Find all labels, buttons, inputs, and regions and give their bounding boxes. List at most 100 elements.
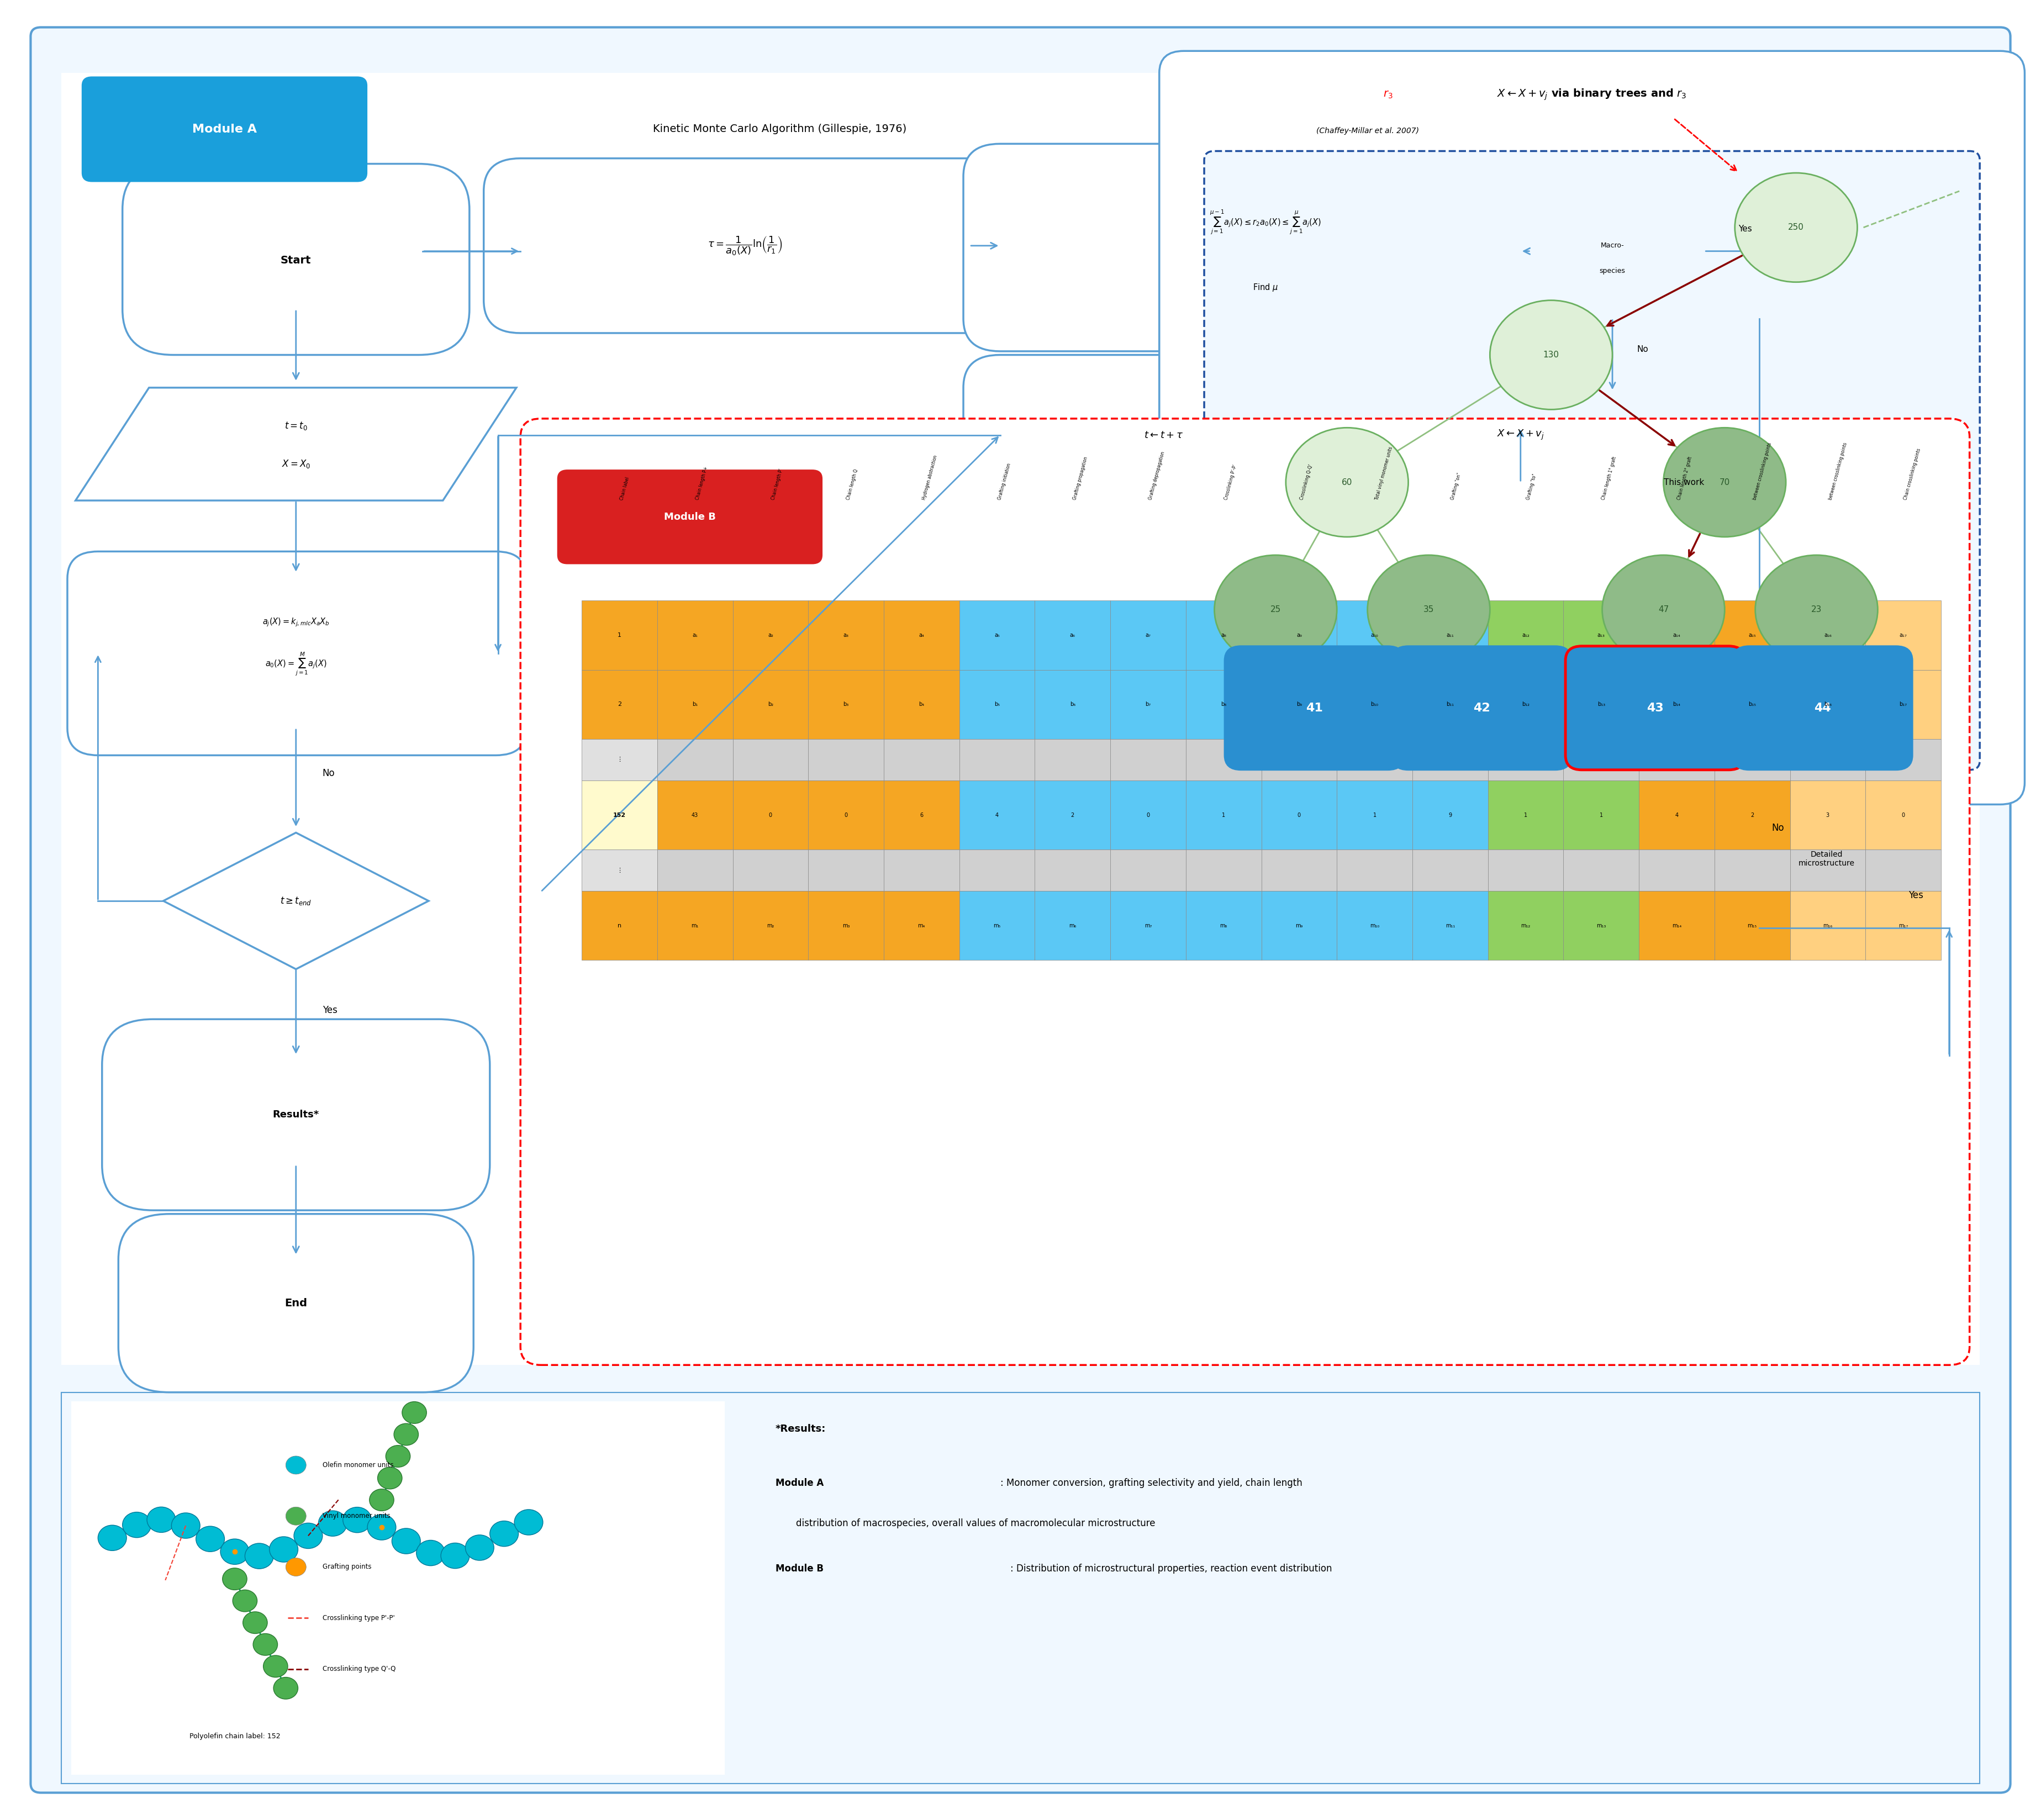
Text: Module A: Module A	[192, 124, 257, 135]
Bar	[1488, 739, 1563, 781]
Bar	[1488, 670, 1563, 739]
Bar	[1639, 892, 1714, 961]
Bar	[1337, 670, 1412, 739]
Text: m₁: m₁	[692, 923, 698, 928]
Text: Total vinyl monomer units: Total vinyl monomer units	[1376, 446, 1394, 501]
Bar	[582, 739, 657, 781]
Bar	[1035, 781, 1110, 850]
Text: a₁₄: a₁₄	[1674, 632, 1680, 639]
Text: 2: 2	[618, 701, 620, 708]
Bar	[959, 892, 1035, 961]
Text: Crosslinking type P'-P': Crosslinking type P'-P'	[322, 1614, 394, 1622]
Text: a₁: a₁	[692, 632, 698, 639]
Bar	[1337, 739, 1412, 781]
Circle shape	[233, 1591, 257, 1613]
Text: Yes: Yes	[1739, 224, 1751, 233]
Text: m₃: m₃	[843, 923, 849, 928]
Bar	[808, 781, 884, 850]
Text: Polyolefin chain label: 152: Polyolefin chain label: 152	[190, 1733, 280, 1740]
Text: Yes: Yes	[1908, 890, 1923, 901]
Bar	[1865, 850, 1941, 892]
Bar	[1110, 850, 1186, 892]
Text: 70: 70	[1719, 479, 1731, 486]
Bar	[1412, 739, 1488, 781]
Text: 41: 41	[1306, 703, 1323, 713]
Circle shape	[369, 1489, 394, 1511]
Circle shape	[263, 1656, 288, 1678]
Bar	[1110, 601, 1186, 670]
Bar	[657, 601, 733, 670]
Text: Chain length 1° graft: Chain length 1° graft	[1600, 457, 1619, 501]
Text: $X = X_0$: $X = X_0$	[282, 459, 310, 470]
FancyBboxPatch shape	[557, 470, 823, 564]
Text: 250: 250	[1788, 224, 1804, 231]
Bar	[808, 892, 884, 961]
Text: : Distribution of microstructural properties, reaction event distribution: : Distribution of microstructural proper…	[1010, 1563, 1333, 1574]
Circle shape	[386, 1445, 410, 1467]
Bar	[1110, 892, 1186, 961]
Bar	[808, 601, 884, 670]
Text: m₁₅: m₁₅	[1747, 923, 1757, 928]
Text: 43: 43	[1647, 703, 1663, 713]
Text: 6: 6	[920, 812, 923, 817]
FancyBboxPatch shape	[118, 1214, 474, 1392]
Bar	[959, 781, 1035, 850]
Bar	[1488, 781, 1563, 850]
Text: a₄: a₄	[918, 632, 925, 639]
Bar	[582, 781, 657, 850]
FancyBboxPatch shape	[31, 27, 2010, 1793]
Bar	[1790, 601, 1865, 670]
Bar	[1412, 601, 1488, 670]
Text: a₁₇: a₁₇	[1900, 632, 1906, 639]
Bar	[1337, 601, 1412, 670]
Circle shape	[286, 1456, 306, 1474]
Text: a₁₂: a₁₂	[1523, 632, 1529, 639]
Bar	[1412, 892, 1488, 961]
Bar	[657, 850, 733, 892]
Bar	[1714, 850, 1790, 892]
Text: (Chaffey-Millar et al. 2007): (Chaffey-Millar et al. 2007)	[1316, 127, 1418, 135]
Circle shape	[514, 1509, 543, 1534]
Bar	[959, 670, 1035, 739]
Bar	[884, 781, 959, 850]
Circle shape	[318, 1511, 347, 1536]
Text: 4: 4	[996, 812, 998, 817]
Text: ⋮: ⋮	[616, 757, 623, 763]
Bar	[1186, 892, 1261, 961]
Text: Start: Start	[280, 255, 312, 266]
Bar	[1412, 781, 1488, 850]
Circle shape	[1214, 555, 1337, 664]
FancyBboxPatch shape	[1321, 355, 1721, 515]
Bar	[1714, 601, 1790, 670]
Text: m₁₇: m₁₇	[1898, 923, 1908, 928]
Bar	[1261, 892, 1337, 961]
Text: between crosslinking points: between crosslinking points	[1751, 442, 1772, 501]
Text: 1: 1	[1223, 812, 1225, 817]
Bar	[1790, 781, 1865, 850]
Bar	[1563, 601, 1639, 670]
Bar	[1337, 781, 1412, 850]
Bar	[1865, 670, 1941, 739]
Text: 0: 0	[1902, 812, 1904, 817]
Text: 9: 9	[1449, 812, 1451, 817]
Text: b₇: b₇	[1145, 701, 1151, 708]
Bar	[657, 739, 733, 781]
Bar	[582, 850, 657, 892]
Bar	[1563, 739, 1639, 781]
Text: No: No	[1637, 346, 1649, 353]
Text: $\sum_{j=1}^{\mu-1} a_j(X) \leq r_2 a_0(X) \leq \sum_{j=1}^{\mu} a_j(X)$: $\sum_{j=1}^{\mu-1} a_j(X) \leq r_2 a_0(…	[1210, 209, 1321, 235]
Bar	[884, 670, 959, 739]
Bar	[1639, 670, 1714, 739]
Bar	[1412, 670, 1488, 739]
Bar	[582, 670, 657, 739]
Text: 35: 35	[1423, 606, 1435, 613]
Bar	[657, 670, 733, 739]
Text: This work: This work	[1663, 479, 1704, 486]
Bar	[1035, 850, 1110, 892]
Text: m₇: m₇	[1145, 923, 1151, 928]
Text: 0: 0	[845, 812, 847, 817]
FancyBboxPatch shape	[963, 355, 1363, 515]
Bar	[884, 601, 959, 670]
Text: $r_3$: $r_3$	[1384, 89, 1392, 100]
Text: Module A: Module A	[776, 1478, 825, 1489]
